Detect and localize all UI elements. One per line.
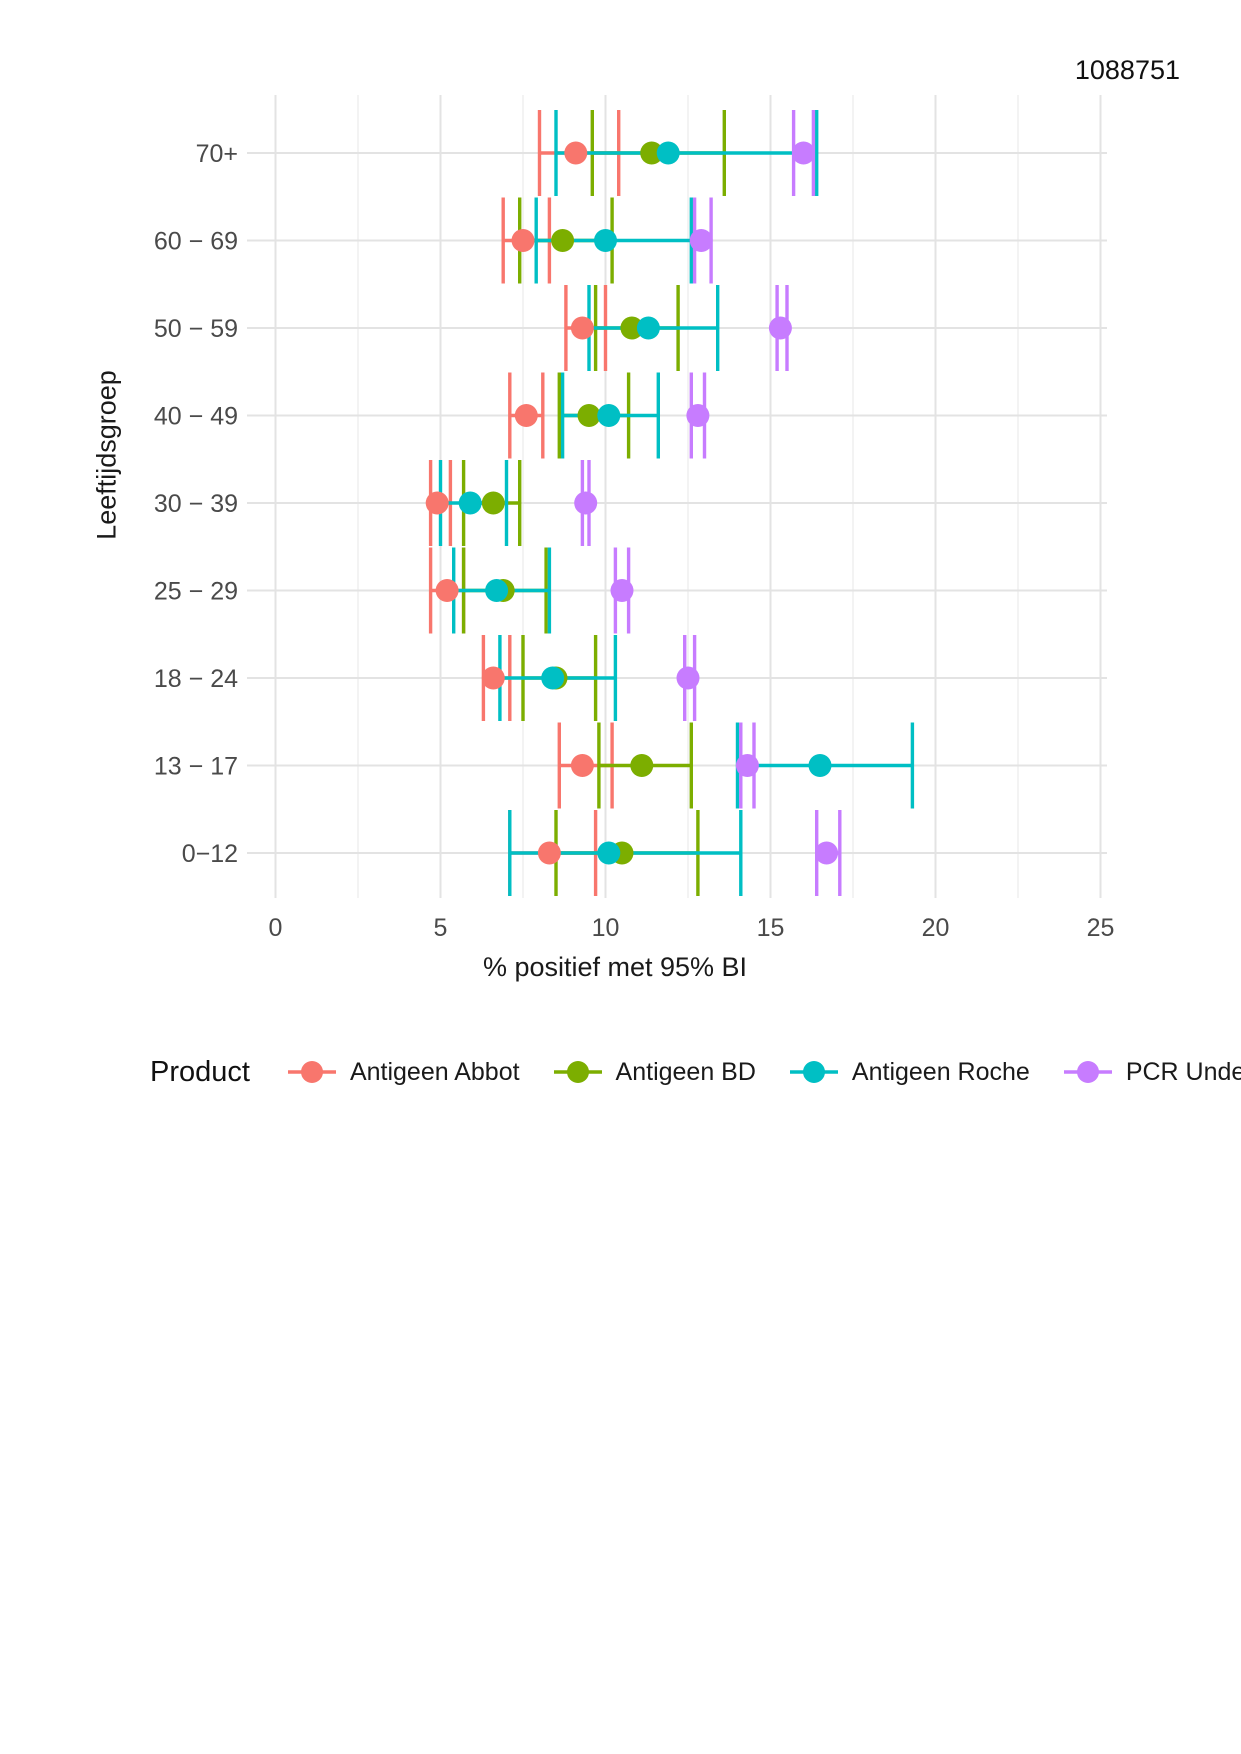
data-point: [620, 316, 644, 340]
data-point: [689, 229, 713, 252]
legend-item: Antigeen Roche: [789, 1054, 1030, 1090]
data-point: [511, 229, 535, 252]
data-point: [564, 141, 588, 165]
data-point: [597, 404, 621, 427]
data-point: [485, 579, 509, 602]
chart-legend: Product Antigeen Abbot Antigeen BD Antigee…: [150, 1046, 1241, 1098]
data-point: [481, 666, 505, 690]
page-number: 1088751: [1074, 55, 1180, 85]
data-point: [597, 841, 621, 865]
x-tick-label: 25: [1087, 914, 1115, 942]
data-point: [676, 666, 700, 690]
legend-key-icon: [287, 1061, 336, 1083]
legend-key-icon: [553, 1061, 602, 1083]
data-point: [541, 666, 565, 690]
data-point: [808, 754, 832, 777]
legend-item: Antigeen BD: [553, 1054, 756, 1090]
x-axis-title: % positief met 95% BI: [482, 952, 748, 982]
legend-title: Product: [150, 1055, 250, 1088]
y-axis-title: Leeftijdsgroep: [91, 370, 122, 540]
legend-label: Antigeen Abbot: [349, 1057, 520, 1086]
y-tick-label: 70+: [196, 140, 238, 168]
y-tick-label: 40 − 49: [154, 403, 238, 431]
data-point: [425, 491, 449, 515]
legend-item: PCR Unde: [1063, 1054, 1241, 1090]
x-tick-label: 5: [434, 914, 448, 942]
legend-label: PCR Unde: [1125, 1057, 1241, 1086]
data-point: [570, 754, 594, 777]
data-point: [594, 229, 617, 252]
data-point: [577, 404, 601, 427]
data-point: [636, 316, 660, 340]
legend-key-icon: [789, 1061, 838, 1083]
data-point: [574, 491, 598, 515]
data-point: [792, 141, 815, 165]
data-point: [815, 841, 839, 865]
data-point: [735, 754, 759, 777]
data-point: [610, 579, 634, 602]
data-point: [537, 841, 561, 865]
y-tick-label: 18 − 24: [154, 665, 238, 693]
data-point: [435, 579, 459, 602]
data-point: [656, 141, 680, 165]
legend-label: Antigeen BD: [615, 1057, 756, 1086]
data-point: [551, 229, 575, 252]
legend-key-icon: [1063, 1061, 1112, 1083]
data-point: [640, 141, 664, 165]
x-tick-label: 10: [592, 914, 620, 942]
y-tick-label: 30 − 39: [154, 490, 238, 518]
x-tick-label: 15: [757, 914, 785, 942]
y-tick-label: 25 − 29: [154, 578, 238, 606]
y-tick-label: 0−12: [182, 840, 238, 868]
y-tick-label: 50 − 59: [154, 315, 238, 343]
y-tick-label: 60 − 69: [154, 228, 238, 256]
x-tick-label: 0: [269, 914, 283, 942]
data-point: [630, 754, 654, 777]
x-tick-label: 20: [922, 914, 950, 942]
data-point: [458, 491, 482, 515]
data-point: [514, 404, 538, 427]
data-point: [768, 316, 792, 340]
legend-label: Antigeen Roche: [851, 1057, 1030, 1086]
data-point: [481, 491, 505, 515]
y-tick-label: 13 − 17: [154, 753, 238, 781]
legend-item: Antigeen Abbot: [287, 1054, 520, 1090]
data-point: [686, 404, 710, 427]
data-point: [570, 316, 594, 340]
